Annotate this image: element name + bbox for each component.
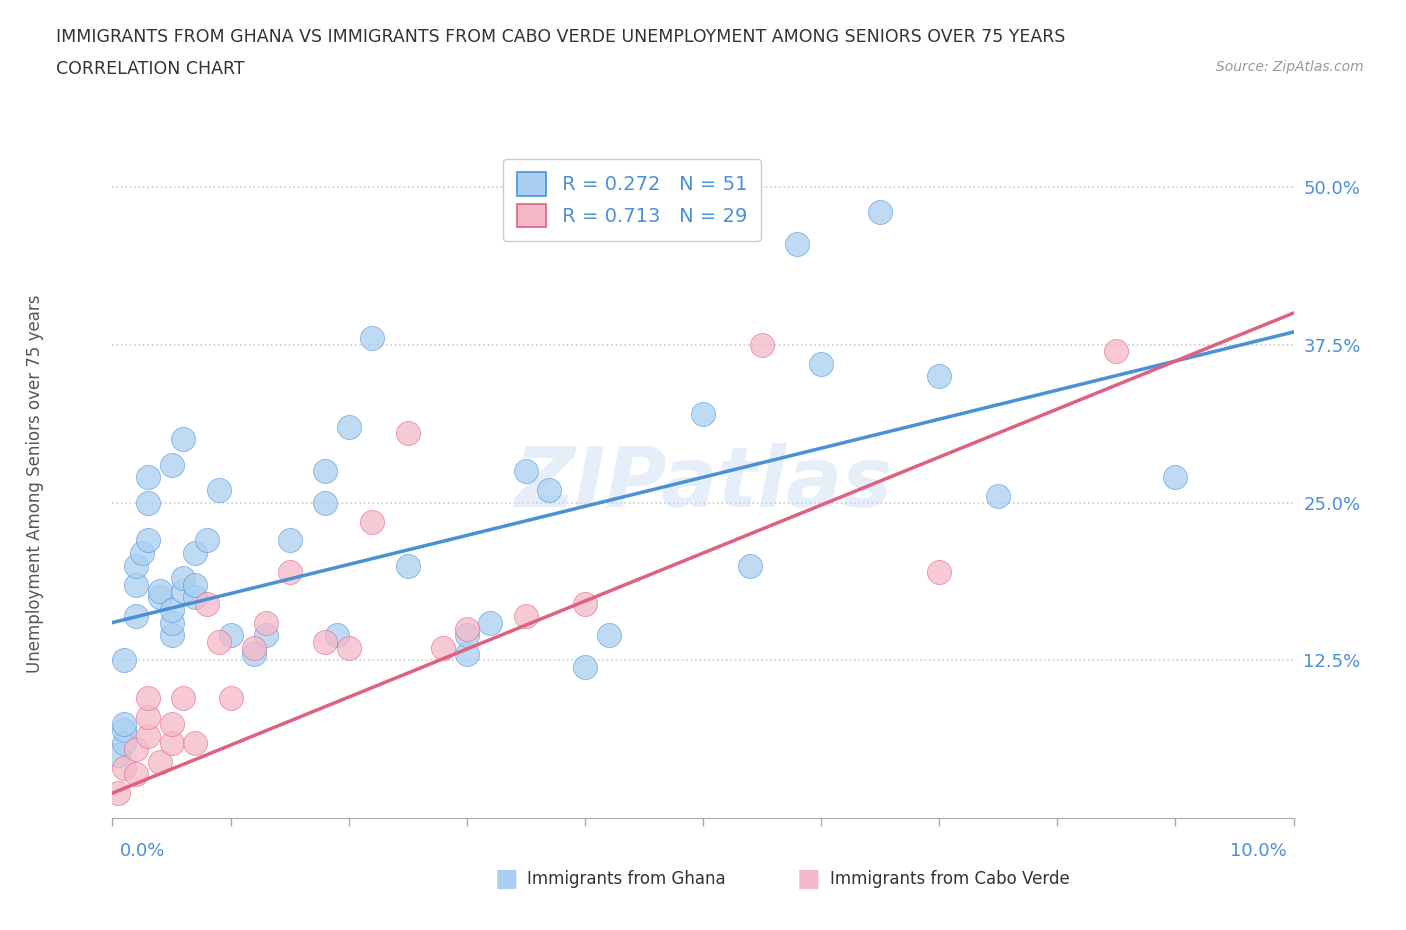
Point bbox=[396, 426, 419, 441]
Point bbox=[326, 628, 349, 643]
Point bbox=[131, 546, 153, 561]
Text: CORRELATION CHART: CORRELATION CHART bbox=[56, 60, 245, 78]
Point bbox=[515, 609, 537, 624]
Point bbox=[432, 641, 454, 656]
Point bbox=[184, 735, 207, 750]
Point bbox=[172, 571, 194, 586]
Text: ■: ■ bbox=[797, 867, 820, 891]
Point bbox=[278, 565, 301, 579]
Point bbox=[928, 369, 950, 384]
Point bbox=[184, 578, 207, 592]
Point bbox=[1164, 470, 1187, 485]
Point bbox=[172, 691, 194, 706]
Point bbox=[112, 735, 135, 750]
Text: Immigrants from Ghana: Immigrants from Ghana bbox=[527, 870, 725, 888]
Point bbox=[160, 603, 183, 618]
Point bbox=[112, 761, 135, 776]
Point bbox=[314, 495, 336, 510]
Point bbox=[184, 546, 207, 561]
Point bbox=[456, 621, 478, 636]
Legend:  R = 0.272   N = 51,  R = 0.713   N = 29: R = 0.272 N = 51, R = 0.713 N = 29 bbox=[503, 158, 761, 241]
Point bbox=[574, 596, 596, 611]
Point bbox=[136, 533, 159, 548]
Point bbox=[107, 748, 129, 763]
Point bbox=[740, 558, 762, 573]
Point bbox=[208, 634, 231, 649]
Point bbox=[172, 432, 194, 446]
Point bbox=[125, 766, 148, 781]
Point bbox=[136, 710, 159, 724]
Text: IMMIGRANTS FROM GHANA VS IMMIGRANTS FROM CABO VERDE UNEMPLOYMENT AMONG SENIORS O: IMMIGRANTS FROM GHANA VS IMMIGRANTS FROM… bbox=[56, 28, 1066, 46]
Point bbox=[195, 596, 218, 611]
Point bbox=[574, 659, 596, 674]
Text: ZIPatlas: ZIPatlas bbox=[515, 443, 891, 525]
Point bbox=[125, 741, 148, 756]
Point bbox=[337, 641, 360, 656]
Text: Immigrants from Cabo Verde: Immigrants from Cabo Verde bbox=[830, 870, 1070, 888]
Point bbox=[112, 716, 135, 731]
Point bbox=[692, 406, 714, 421]
Point bbox=[928, 565, 950, 579]
Point bbox=[125, 558, 148, 573]
Point bbox=[786, 236, 808, 251]
Point bbox=[149, 590, 172, 604]
Point bbox=[125, 578, 148, 592]
Point bbox=[751, 338, 773, 352]
Point bbox=[136, 691, 159, 706]
Point bbox=[278, 533, 301, 548]
Point bbox=[219, 691, 242, 706]
Point bbox=[149, 583, 172, 598]
Point bbox=[243, 646, 266, 661]
Point bbox=[160, 615, 183, 630]
Text: Unemployment Among Seniors over 75 years: Unemployment Among Seniors over 75 years bbox=[27, 295, 44, 672]
Point bbox=[810, 356, 832, 371]
Point bbox=[254, 628, 277, 643]
Point bbox=[184, 590, 207, 604]
Point bbox=[538, 483, 561, 498]
Point bbox=[479, 615, 502, 630]
Point bbox=[172, 583, 194, 598]
Point bbox=[149, 754, 172, 769]
Point bbox=[160, 716, 183, 731]
Text: 0.0%: 0.0% bbox=[120, 842, 165, 860]
Point bbox=[107, 786, 129, 801]
Point bbox=[112, 653, 135, 668]
Point bbox=[337, 419, 360, 434]
Point bbox=[987, 489, 1010, 504]
Point bbox=[314, 634, 336, 649]
Point bbox=[125, 609, 148, 624]
Text: Source: ZipAtlas.com: Source: ZipAtlas.com bbox=[1216, 60, 1364, 74]
Point bbox=[456, 628, 478, 643]
Point bbox=[136, 470, 159, 485]
Point bbox=[254, 615, 277, 630]
Point bbox=[515, 463, 537, 478]
Point bbox=[869, 205, 891, 219]
Point bbox=[314, 463, 336, 478]
Point bbox=[136, 729, 159, 744]
Point bbox=[598, 628, 620, 643]
Point bbox=[361, 331, 384, 346]
Point bbox=[243, 641, 266, 656]
Point bbox=[456, 646, 478, 661]
Text: ■: ■ bbox=[495, 867, 517, 891]
Point bbox=[160, 458, 183, 472]
Point bbox=[219, 628, 242, 643]
Point bbox=[160, 735, 183, 750]
Point bbox=[208, 483, 231, 498]
Point bbox=[112, 723, 135, 737]
Point bbox=[1105, 343, 1128, 358]
Point bbox=[136, 495, 159, 510]
Text: 10.0%: 10.0% bbox=[1230, 842, 1286, 860]
Point bbox=[361, 514, 384, 529]
Point bbox=[396, 558, 419, 573]
Point bbox=[195, 533, 218, 548]
Point bbox=[160, 628, 183, 643]
